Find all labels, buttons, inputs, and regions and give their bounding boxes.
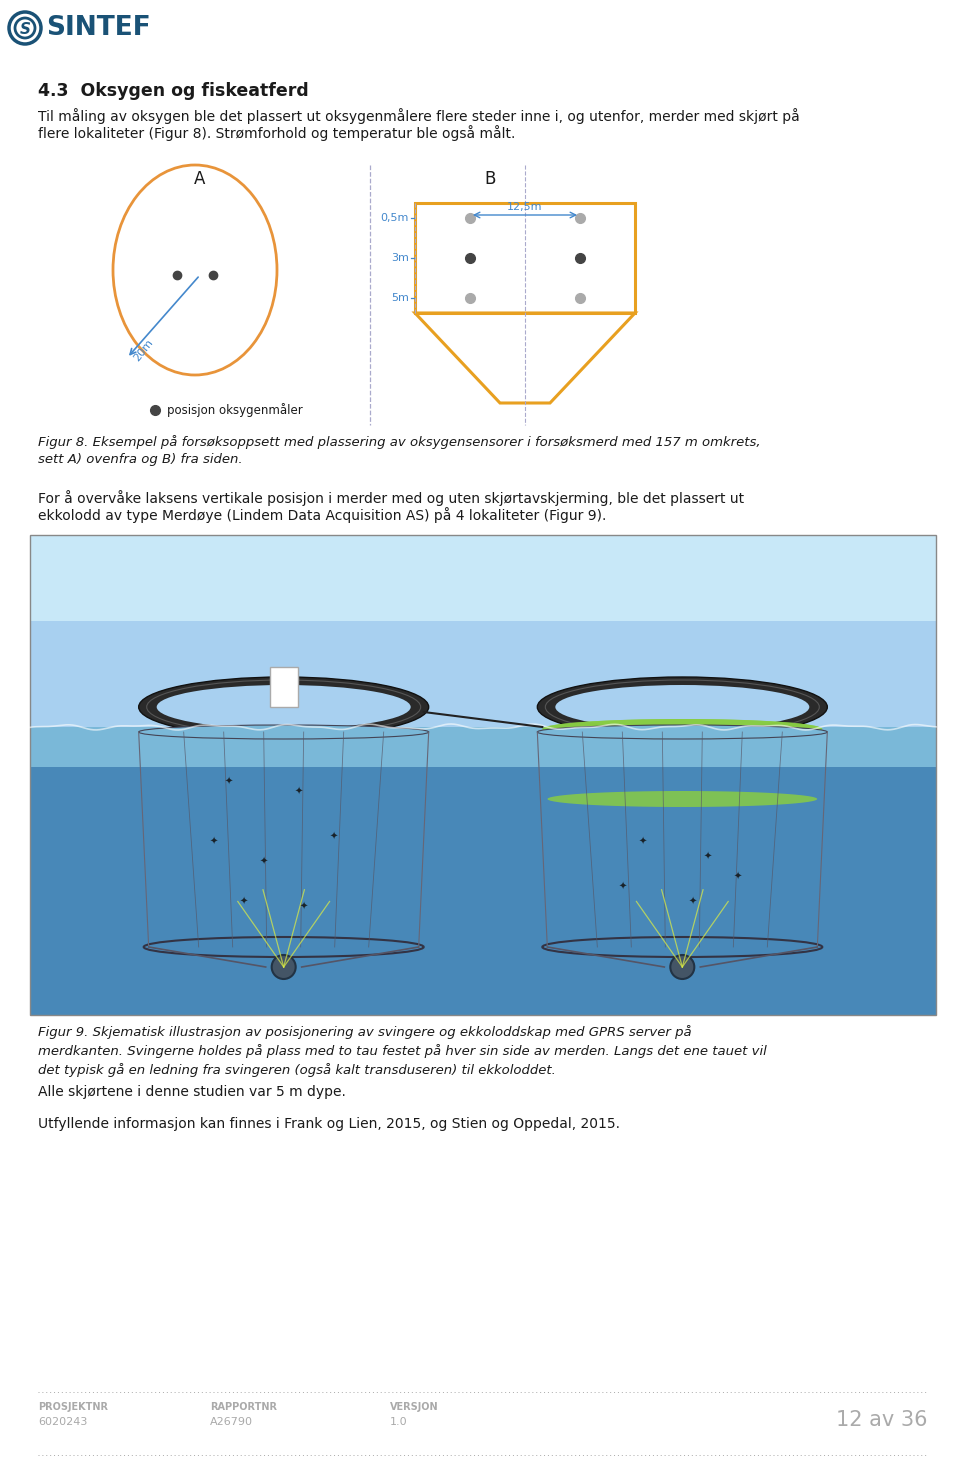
Text: ✦: ✦ [329, 831, 338, 842]
Text: ✦: ✦ [618, 882, 626, 893]
Text: 0,5m: 0,5m [380, 213, 409, 224]
Text: PROSJEKTNR: PROSJEKTNR [38, 1403, 108, 1411]
Text: Til måling av oksygen ble det plassert ut oksygenmålere flere steder inne i, og : Til måling av oksygen ble det plassert u… [38, 108, 800, 124]
Text: ✦: ✦ [300, 901, 308, 912]
Text: Figur 8. Eksempel på forsøksoppsett med plassering av oksygensensorer i forsøksm: Figur 8. Eksempel på forsøksoppsett med … [38, 435, 760, 466]
Ellipse shape [138, 725, 429, 739]
Text: 4.3  Oksygen og fiskeatferd: 4.3 Oksygen og fiskeatferd [38, 82, 309, 99]
Text: 12,5m: 12,5m [507, 202, 542, 212]
Text: Utfyllende informasjon kan finnes i Frank og Lien, 2015, og Stien og Oppedal, 20: Utfyllende informasjon kan finnes i Fran… [38, 1118, 620, 1131]
Text: ✦: ✦ [259, 858, 268, 866]
Text: ✦: ✦ [638, 837, 646, 847]
Bar [30, 621, 936, 1015]
Circle shape [670, 955, 694, 979]
Ellipse shape [542, 719, 823, 739]
Text: 6020243: 6020243 [38, 1417, 87, 1427]
Text: flere lokaliteter (Figur 8). Strømforhold og temperatur ble også målt.: flere lokaliteter (Figur 8). Strømforhol… [38, 126, 516, 140]
Text: ✦: ✦ [704, 852, 711, 862]
Bar [30, 767, 936, 1015]
Text: B: B [484, 169, 495, 188]
Bar [30, 728, 936, 1015]
Polygon shape [542, 719, 822, 806]
Text: For å overvåke laksens vertikale posisjon i merder med og uten skjørtavskjerming: For å overvåke laksens vertikale posisjo… [38, 489, 744, 506]
Ellipse shape [538, 676, 828, 736]
Bar [30, 535, 936, 1015]
Text: ekkolodd av type Merdøye (Lindem Data Acquisition AS) på 4 lokaliteter (Figur 9): ekkolodd av type Merdøye (Lindem Data Ac… [38, 507, 607, 523]
Text: posisjon oksygenmåler: posisjon oksygenmåler [167, 403, 302, 416]
Text: 1.0: 1.0 [390, 1417, 408, 1427]
Text: Alle skjørtene i denne studien var 5 m dype.: Alle skjørtene i denne studien var 5 m d… [38, 1086, 346, 1099]
Text: ✦: ✦ [688, 897, 696, 907]
Text: 12 av 36: 12 av 36 [836, 1410, 928, 1430]
Text: S: S [19, 22, 31, 37]
Text: SINTEF: SINTEF [46, 15, 151, 41]
Circle shape [272, 955, 296, 979]
Text: RAPPORTNR: RAPPORTNR [210, 1403, 277, 1411]
Ellipse shape [138, 676, 429, 736]
Text: 3m: 3m [391, 253, 409, 263]
Text: A26790: A26790 [210, 1417, 253, 1427]
Ellipse shape [538, 725, 828, 739]
Text: ✦: ✦ [209, 837, 218, 847]
Bar [415, 203, 635, 313]
Text: A: A [194, 169, 205, 188]
Text: ✦: ✦ [240, 897, 248, 907]
Bar [30, 535, 936, 621]
Text: 20m: 20m [132, 337, 155, 362]
Text: ✦: ✦ [733, 872, 741, 882]
Text: 5m: 5m [391, 294, 409, 302]
Ellipse shape [555, 685, 809, 729]
Text: VERSJON: VERSJON [390, 1403, 439, 1411]
Ellipse shape [156, 685, 411, 729]
Text: ✦: ✦ [225, 777, 232, 787]
Text: ✦: ✦ [295, 787, 302, 798]
Bar [270, 668, 298, 707]
Text: Figur 9. Skjematisk illustrasjon av posisjonering av svingere og ekkoloddskap me: Figur 9. Skjematisk illustrasjon av posi… [38, 1026, 767, 1077]
